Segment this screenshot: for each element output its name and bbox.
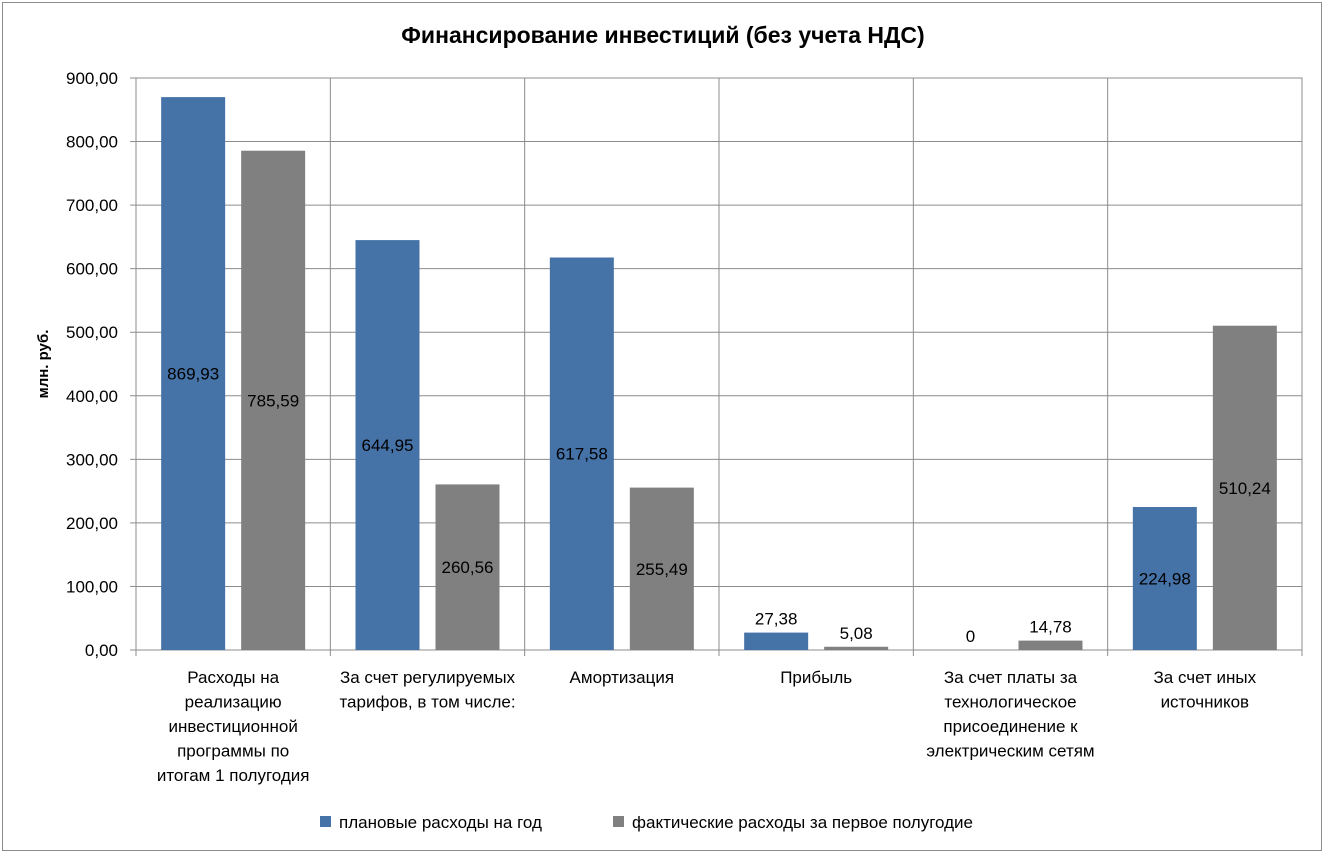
y-tick-label: 200,00 (66, 514, 118, 533)
legend-swatch (613, 816, 624, 827)
data-label: 0 (966, 627, 975, 646)
y-axis-label: млн. руб. (35, 330, 52, 399)
bar (241, 150, 306, 650)
bar (744, 632, 809, 650)
y-tick-label: 700,00 (66, 196, 118, 215)
data-label: 27,38 (755, 610, 798, 629)
x-tick-label: тарифов, в том числе: (339, 693, 515, 712)
legend-label: фактические расходы за первое полугодие (632, 813, 973, 832)
data-label: 224,98 (1139, 570, 1191, 589)
y-tick-label: 600,00 (66, 260, 118, 279)
x-tick-label: За счет иных (1154, 668, 1257, 687)
data-label: 260,56 (442, 558, 494, 577)
legend-swatch (320, 816, 331, 827)
x-tick-label: программы по (177, 742, 289, 761)
y-tick-label: 500,00 (66, 323, 118, 342)
x-tick-label: реализацию (185, 693, 282, 712)
x-tick-label: За счет платы за (944, 668, 1078, 687)
y-tick-label: 800,00 (66, 133, 118, 152)
chart-title: Финансирование инвестиций (без учета НДС… (401, 22, 925, 48)
x-tick-label: Амортизация (570, 668, 675, 687)
bar (355, 240, 420, 650)
y-tick-label: 300,00 (66, 450, 118, 469)
data-label: 785,59 (247, 391, 299, 410)
bar (435, 484, 500, 650)
x-tick-label: технологическое (944, 693, 1076, 712)
x-tick-label: присоединение к (943, 717, 1078, 736)
x-tick-label: Расходы на (187, 668, 279, 687)
legend-label: плановые расходы на год (339, 813, 542, 832)
y-tick-label: 900,00 (66, 69, 118, 88)
data-label: 617,58 (556, 445, 608, 464)
bar (161, 97, 226, 651)
data-label: 255,49 (636, 560, 688, 579)
data-label: 510,24 (1219, 479, 1271, 498)
data-label: 869,93 (167, 365, 219, 384)
bar (629, 487, 694, 650)
y-tick-label: 400,00 (66, 387, 118, 406)
x-tick-label: инвестиционной (168, 717, 297, 736)
x-tick-label: За счет регулируемых (340, 668, 516, 687)
bar (1018, 640, 1083, 650)
y-tick-label: 0,00 (85, 641, 118, 660)
y-tick-label: 100,00 (66, 577, 118, 596)
x-tick-label: Прибыль (780, 668, 852, 687)
x-tick-label: электрическим сетям (926, 742, 1094, 761)
bar (1132, 507, 1197, 650)
bar (1212, 325, 1277, 650)
data-label: 5,08 (840, 624, 873, 643)
bar (824, 646, 889, 650)
x-tick-label: итогам 1 полугодия (157, 766, 310, 785)
data-label: 644,95 (362, 436, 414, 455)
bar (549, 257, 614, 650)
data-label: 14,78 (1029, 618, 1072, 637)
x-tick-label: источников (1161, 693, 1250, 712)
